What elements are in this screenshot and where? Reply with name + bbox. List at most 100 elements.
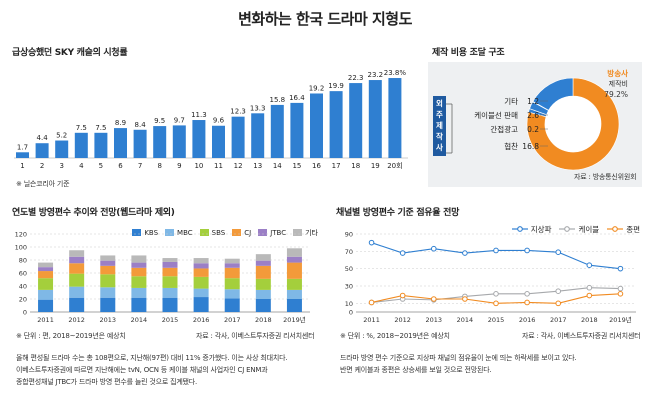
stacked-segment <box>193 263 209 269</box>
desc-line: 종합편성채널 JTBC가 드라마 방영 편수를 늘린 것으로 집계됐다. <box>16 378 198 386</box>
share-xtick: 2014 <box>457 316 474 324</box>
stacked-segment <box>162 287 178 298</box>
side-label-char: 주 <box>436 110 443 119</box>
sky-value-label: 13.3 <box>250 104 266 112</box>
right-description: 드라마 방영 편수 기준으로 지상파 채널의 점유율이 눈에 띄는 하락세를 보… <box>340 352 640 376</box>
sky-bar <box>349 83 363 158</box>
share-point <box>493 291 499 297</box>
stacked-segment <box>38 299 54 312</box>
side-label-char: 작 <box>436 131 443 141</box>
annual-chart-title: 연도별 방영편수 추이와 전망(웹드라마 제외) <box>12 208 175 218</box>
desc-line: 이베스트투자증권에 따르면 지난해에는 tvN, OCN 등 케이블 채널의 사… <box>16 366 268 374</box>
stacked-segment <box>193 268 209 277</box>
share-unit-note: ※ 단위 : %, 2018~2019년은 예상치 <box>340 332 450 340</box>
sky-bar <box>192 120 206 158</box>
legend-label: 지상파 <box>530 224 552 234</box>
legend-label: SBS <box>211 228 226 237</box>
sky-bar <box>133 129 147 158</box>
sky-bar <box>368 80 382 158</box>
annual-ytick: 40 <box>19 283 27 291</box>
stacked-segment <box>224 289 240 299</box>
share-point <box>586 292 593 299</box>
share-point <box>524 291 530 297</box>
sky-bar <box>74 132 88 158</box>
share-line-chart: 010 30 50 70 90 2011 2012 2013 2014 2015 2016 2017… <box>345 231 636 324</box>
sky-ratings-chart: 1.7 1 4.4 2 5.2 3 7.5 4 7.5 5 8.9 6 8.4 7 9.5 8 9.7 9 11.3… <box>14 69 408 170</box>
sky-value-label: 9.7 <box>174 116 185 124</box>
stacked-segment <box>162 258 178 262</box>
annual-source-note: 자료 : 각사, 이베스트투자증권 리서치센터 <box>196 332 315 340</box>
stacked-segment <box>69 273 85 287</box>
annual-xtick: 2017 <box>224 316 241 324</box>
legend-item: MBC <box>165 229 193 237</box>
stacked-segment <box>224 258 240 264</box>
stacked-segment <box>193 297 209 312</box>
stacked-segment <box>224 263 240 268</box>
share-xtick: 2011 <box>363 316 380 324</box>
pie-value-label: 1.2 <box>527 97 539 106</box>
share-xtick: 2013 <box>426 316 443 324</box>
stacked-segment <box>69 256 85 264</box>
stacked-segment <box>255 265 271 279</box>
sky-episode-label: 14 <box>273 162 282 170</box>
annual-ytick: 20 <box>19 296 27 304</box>
stacked-segment <box>38 271 54 279</box>
legend-item: 종편 <box>607 224 640 235</box>
annual-ytick: 60 <box>19 270 27 278</box>
pie-value-broadcaster: 79.2% <box>604 90 628 99</box>
annual-ytick: 100 <box>15 244 27 252</box>
sky-episode-label: 8 <box>157 162 161 170</box>
share-legend: 지상파 케이블 종편 <box>440 218 640 237</box>
stacked-segment <box>255 289 271 299</box>
sky-bar <box>94 132 108 158</box>
stacked-segment <box>286 299 302 312</box>
stacked-segment <box>162 267 178 277</box>
side-label-char: 사 <box>436 142 443 152</box>
stacked-segment <box>193 258 209 264</box>
sky-value-label: 12.3 <box>230 108 246 116</box>
pie-label: 간접광고 <box>490 124 518 134</box>
pie-value-label: 16.8 <box>522 142 539 151</box>
annual-ytick: 0 <box>23 309 27 317</box>
stacked-segment <box>131 276 147 288</box>
sky-episode-label: 19 <box>371 162 380 170</box>
share-point <box>524 247 530 254</box>
sky-bar <box>16 152 29 158</box>
side-label-char: 제 <box>436 120 443 130</box>
annual-ytick: 80 <box>19 257 27 265</box>
sky-value-label: 7.5 <box>95 124 106 132</box>
legend-label: MBC <box>177 228 193 237</box>
share-point <box>430 245 437 252</box>
sky-chart-title: 급상승했던 SKY 캐슬의 시청률 <box>12 48 128 58</box>
desc-line: 반면 케이블과 종편은 상승세를 보일 것으로 전망된다. <box>340 366 492 374</box>
share-xtick: 2012 <box>394 316 411 324</box>
annual-ytick: 120 <box>15 231 27 239</box>
side-label-char: 외 <box>436 98 443 108</box>
sky-value-label: 11.3 <box>191 111 207 119</box>
share-ytick: 30 <box>345 283 353 291</box>
share-point <box>368 299 375 306</box>
annual-stacked-chart: 0 20 40 60 80 100 120 2011 2012 2013 2014 2015 2016… <box>15 231 310 324</box>
share-point <box>555 300 562 307</box>
sky-bar <box>388 78 402 158</box>
legend-label: 기타 <box>305 228 318 237</box>
stacked-segment <box>38 278 54 290</box>
annual-xtick: 2014 <box>131 316 148 324</box>
share-xtick: 2015 <box>488 316 505 324</box>
sky-episode-label: 10 <box>194 162 203 170</box>
sky-bar <box>310 93 323 158</box>
legend-item: 케이블 <box>559 224 599 235</box>
stacked-segment <box>69 286 85 298</box>
stacked-segment <box>286 289 302 299</box>
legend-label: CJ <box>244 228 252 237</box>
legend-label: KBS <box>144 228 159 237</box>
annual-legend: KBS MBC SBS CJ JTBC 기타 <box>118 221 318 240</box>
sky-source-note: ※ 닐슨코리아 기준 <box>16 180 70 188</box>
desc-line: 올해 편성될 드라마 수는 총 108편으로, 지난해(97편) 대비 11% … <box>16 354 288 362</box>
sky-value-label: 8.4 <box>135 121 147 129</box>
pie-hole <box>545 96 601 152</box>
sky-episode-label: 3 <box>59 162 63 170</box>
stacked-segment <box>131 262 147 268</box>
annual-xtick: 2013 <box>100 316 117 324</box>
